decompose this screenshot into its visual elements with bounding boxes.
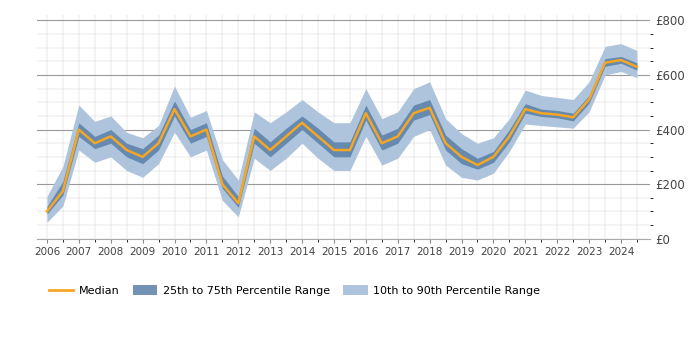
Legend: Median, 25th to 75th Percentile Range, 10th to 90th Percentile Range: Median, 25th to 75th Percentile Range, 1… (44, 281, 545, 300)
